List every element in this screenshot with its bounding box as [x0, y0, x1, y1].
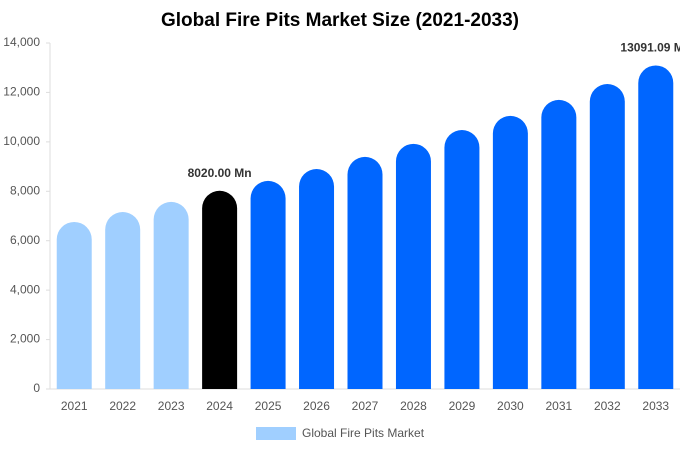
y-tick-label: 4,000: [10, 282, 40, 296]
x-tick-label: 2029: [449, 399, 476, 413]
x-tick-label: 2023: [158, 399, 185, 413]
bar: [153, 201, 189, 389]
x-tick-label: 2024: [206, 399, 233, 413]
bar: [56, 221, 92, 389]
y-tick-label: 12,000: [3, 85, 40, 99]
bar: [202, 190, 238, 389]
x-tick-label: 2021: [61, 399, 88, 413]
bar: [541, 99, 577, 390]
bar: [395, 143, 431, 389]
y-tick-label: 0: [33, 381, 40, 395]
bar: [299, 169, 335, 389]
y-tick-label: 10,000: [3, 134, 40, 148]
x-tick-label: 2033: [642, 399, 669, 413]
x-tick-label: 2031: [545, 399, 572, 413]
bar: [347, 156, 383, 389]
bar: [589, 84, 625, 390]
x-tick-label: 2022: [109, 399, 136, 413]
y-tick-label: 8,000: [10, 183, 40, 197]
x-tick-label: 2027: [352, 399, 379, 413]
legend-swatch: [256, 427, 296, 440]
x-tick-label: 2030: [497, 399, 524, 413]
data-label: 13091.09 Mn: [620, 41, 680, 55]
y-tick-label: 6,000: [10, 233, 40, 247]
bar: [250, 180, 286, 389]
bar: [105, 212, 141, 389]
bar: [492, 115, 528, 390]
x-tick-label: 2025: [255, 399, 282, 413]
legend-label: Global Fire Pits Market: [302, 426, 425, 440]
y-tick-label: 14,000: [3, 35, 40, 49]
bar: [638, 65, 674, 389]
chart-title: Global Fire Pits Market Size (2021-2033): [161, 10, 519, 31]
data-label: 8020.00 Mn: [188, 166, 252, 180]
bar: [444, 129, 480, 389]
y-tick-label: 2,000: [10, 332, 40, 346]
x-tick-label: 2028: [400, 399, 427, 413]
x-tick-label: 2032: [594, 399, 621, 413]
x-tick-label: 2026: [303, 399, 330, 413]
